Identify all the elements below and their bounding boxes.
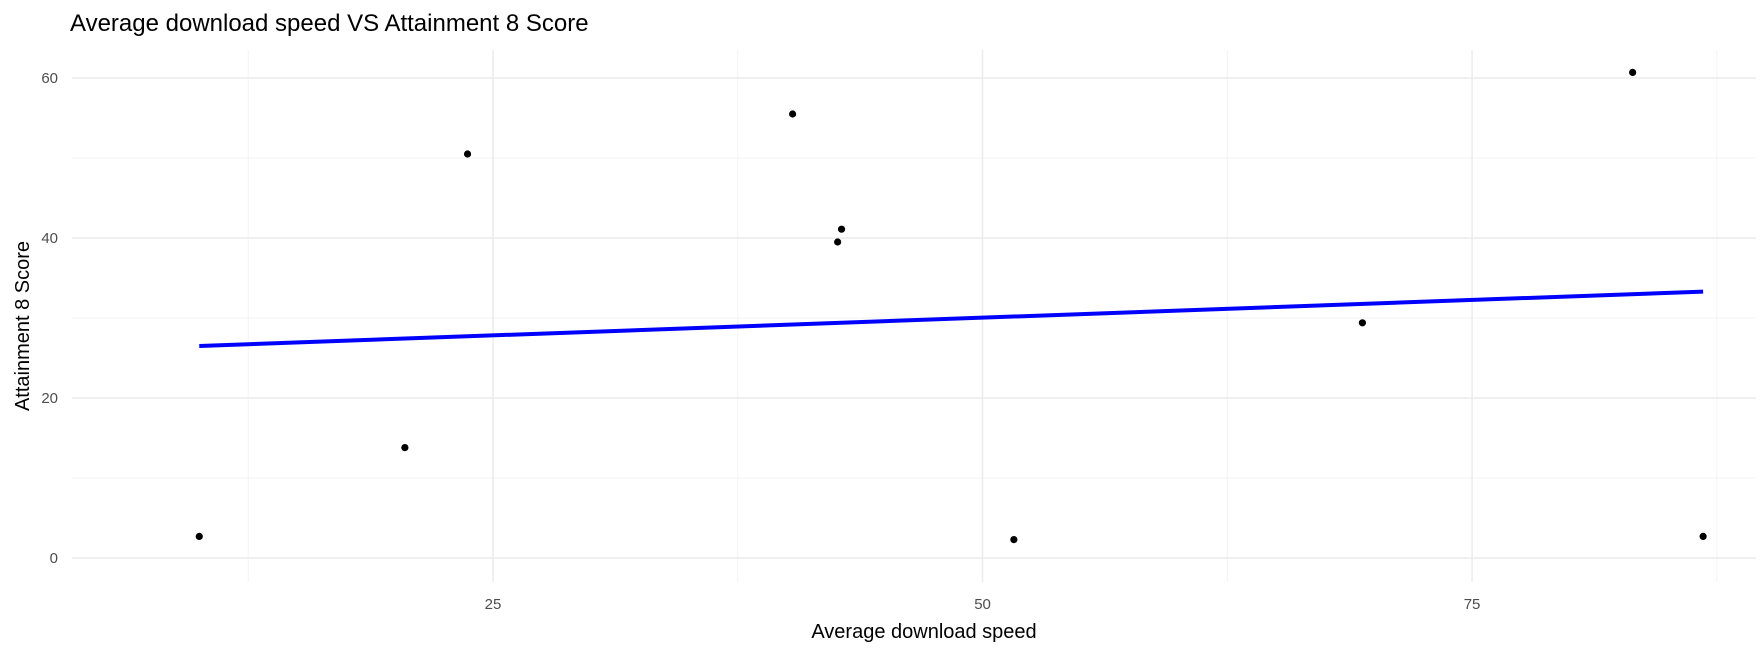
y-axis-ticks: 0 20 40 60 [41, 70, 58, 567]
data-point [1699, 532, 1707, 541]
minor-grid [72, 50, 1756, 582]
x-tick-label: 25 [485, 596, 502, 613]
major-grid [72, 50, 1756, 582]
data-point [1010, 536, 1018, 544]
data-point [401, 444, 409, 452]
data-point [1629, 68, 1637, 76]
data-point [195, 532, 203, 541]
data-point [834, 238, 842, 246]
y-tick-label: 60 [41, 70, 58, 87]
chart-title: Average download speed VS Attainment 8 S… [70, 10, 589, 37]
trendline-group [199, 289, 1704, 348]
trend-line [199, 289, 1704, 348]
y-tick-label: 40 [41, 230, 58, 247]
x-tick-label: 75 [1464, 596, 1481, 613]
x-axis-ticks: 25 50 75 [485, 596, 1481, 613]
y-tick-label: 0 [50, 550, 58, 567]
data-point [463, 150, 472, 158]
x-axis-title: Average download speed [811, 621, 1036, 643]
y-axis-title: Attainment 8 Score [12, 241, 34, 411]
data-point [837, 225, 846, 233]
data-point [788, 110, 797, 118]
data-points [195, 68, 1707, 544]
data-point [1358, 319, 1367, 327]
x-tick-label: 50 [974, 596, 991, 613]
y-tick-label: 20 [41, 390, 58, 407]
